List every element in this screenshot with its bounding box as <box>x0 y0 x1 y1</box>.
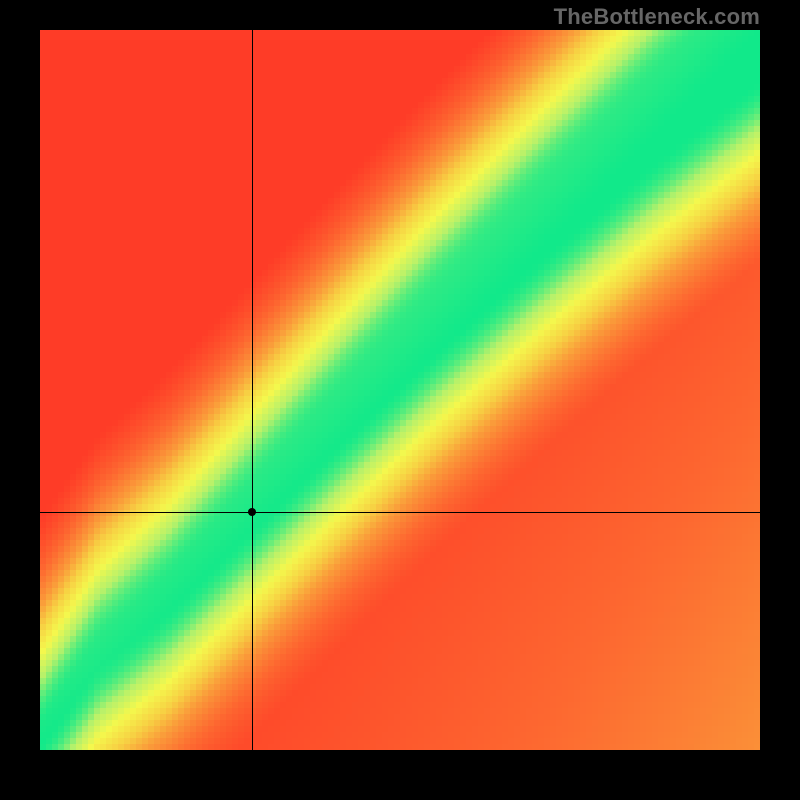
marker-point <box>248 508 256 516</box>
crosshair-vertical <box>252 30 253 750</box>
crosshair-horizontal <box>40 512 760 513</box>
plot-area <box>40 30 760 750</box>
watermark-text: TheBottleneck.com <box>554 4 760 30</box>
heatmap-canvas <box>40 30 760 750</box>
